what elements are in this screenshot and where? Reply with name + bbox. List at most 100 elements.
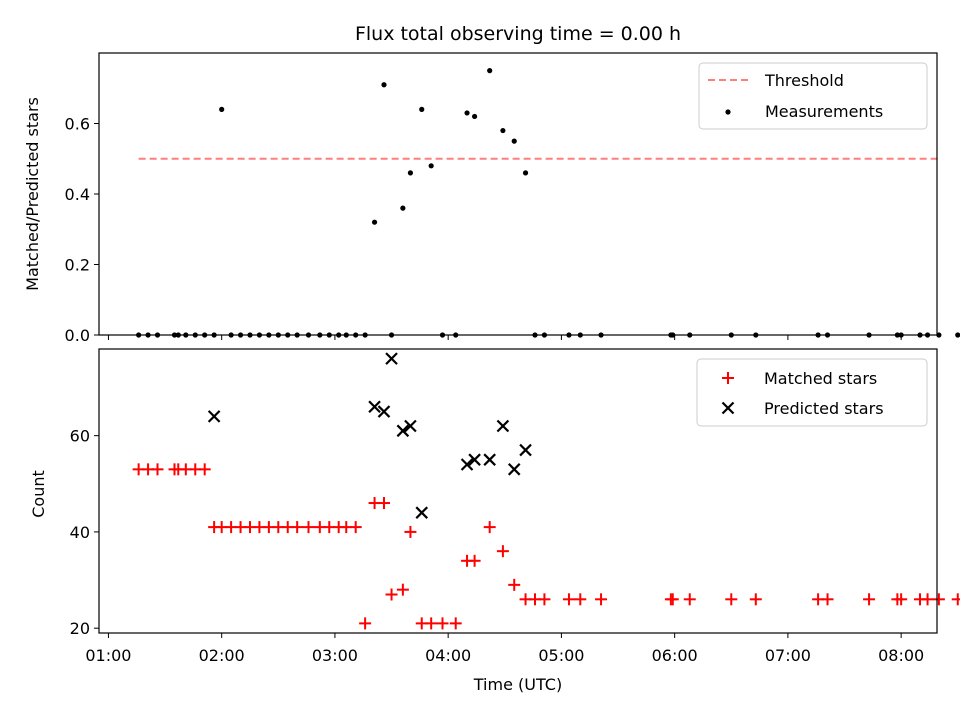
matched-star-point xyxy=(404,525,417,538)
measurement-point xyxy=(500,127,506,134)
x-stroke-b xyxy=(460,458,474,471)
x-axis-label: Time (UTC) xyxy=(473,675,562,694)
x-stroke-b xyxy=(377,405,391,418)
legend-threshold-label: Threshold xyxy=(764,71,844,90)
predicted-star-point xyxy=(207,410,221,423)
top-y-axis-label: Matched/Predicted stars xyxy=(23,97,42,291)
predicted-star-point xyxy=(460,458,474,471)
predicted-star-point xyxy=(396,424,410,438)
measurement-point xyxy=(419,106,425,112)
x-stroke-b xyxy=(368,400,381,414)
matched-star-point xyxy=(468,554,481,567)
bottom-y-tick-label: 40 xyxy=(70,523,90,542)
matched-star-point xyxy=(863,593,876,606)
x-tick-label: 05:00 xyxy=(538,646,584,665)
bottom-y-tick-label: 60 xyxy=(70,427,90,446)
measurement-point xyxy=(407,170,414,176)
measurement-point xyxy=(219,106,225,112)
predicted-star-point xyxy=(507,463,521,476)
bottom-y-axis-label: Count xyxy=(29,470,48,518)
predicted-star-point xyxy=(385,352,398,365)
matched-star-point xyxy=(574,593,587,606)
predicted-star-point xyxy=(468,453,481,466)
matched-star-point xyxy=(291,521,304,534)
x-stroke-b xyxy=(415,506,429,519)
x-stroke-b xyxy=(483,453,496,466)
measurement-point xyxy=(428,163,434,169)
legend-predicted-swatch xyxy=(721,401,735,415)
predicted-star-point xyxy=(368,400,381,414)
top-y-tick-label: 0.4 xyxy=(65,185,90,204)
matched-star-point xyxy=(377,497,390,510)
matched-star-point xyxy=(302,521,315,534)
x-stroke-b xyxy=(385,352,398,365)
measurement-point xyxy=(522,170,529,176)
bottom-legend: Matched stars Predicted stars xyxy=(696,358,928,427)
predicted-star-point xyxy=(496,419,510,433)
top-plot-frame xyxy=(98,52,938,336)
x-stroke-b xyxy=(496,419,510,433)
top-legend-box xyxy=(698,62,928,130)
predicted-star-point xyxy=(377,405,391,418)
legend-markers xyxy=(721,372,735,415)
matched-star-point xyxy=(483,521,496,534)
measurement-point xyxy=(511,138,517,144)
x-stroke-b xyxy=(721,401,735,415)
measurement-point xyxy=(471,113,478,120)
matched-star-point xyxy=(562,593,575,606)
legend-matched-label: Matched stars xyxy=(764,369,877,388)
matched-star-point xyxy=(151,463,164,476)
matched-star-point xyxy=(749,593,762,606)
measurement-point xyxy=(955,332,960,338)
top-y-tick-label: 0.2 xyxy=(65,256,90,275)
x-tick-label: 06:00 xyxy=(652,646,698,665)
bottom-plot-frame xyxy=(98,348,938,634)
matched-star-point xyxy=(666,593,679,606)
legend-measurements-label: Measurements xyxy=(765,102,883,121)
x-stroke-b xyxy=(519,443,532,457)
predicted-star-point xyxy=(483,453,496,466)
matched-star-point xyxy=(436,617,449,630)
measurement-point xyxy=(487,68,493,74)
matched-star-point xyxy=(496,545,509,558)
legend-matched-swatch xyxy=(722,372,734,384)
matched-star-point xyxy=(425,617,438,630)
measurement-point xyxy=(464,110,470,116)
x-stroke-b xyxy=(396,424,410,438)
matched-star-point xyxy=(198,463,211,476)
legend-predicted-label: Predicted stars xyxy=(764,399,884,418)
chart-title: Flux total observing time = 0.00 h xyxy=(355,23,681,45)
matched-star-point xyxy=(508,578,521,591)
predicted-star-point xyxy=(415,506,429,519)
matched-star-point xyxy=(538,593,551,606)
matched-star-point xyxy=(359,617,372,630)
measurement-point xyxy=(400,205,406,211)
x-tick-label: 07:00 xyxy=(765,646,811,665)
bottom-y-tick-label: 20 xyxy=(70,619,90,638)
predicted-star-point xyxy=(404,419,417,433)
x-tick-label: 03:00 xyxy=(312,646,358,665)
legend-measurements-swatch xyxy=(725,109,731,115)
x-stroke-b xyxy=(207,410,221,423)
matched-star-point xyxy=(821,593,834,606)
predicted-star-point xyxy=(519,443,532,457)
matched-star-point xyxy=(683,593,696,606)
matched-star-point xyxy=(595,593,608,606)
matched-star-point xyxy=(932,593,945,606)
matched-star-point xyxy=(725,593,738,606)
x-tick-label: 01:00 xyxy=(85,646,131,665)
measurement-point xyxy=(371,219,378,225)
top-y-tick-label: 0.0 xyxy=(65,326,90,345)
matched-star-point xyxy=(951,593,960,606)
matched-star-point xyxy=(921,593,934,606)
x-tick-label: 02:00 xyxy=(199,646,245,665)
measurement-point xyxy=(381,82,387,88)
x-tick-label: 08:00 xyxy=(878,646,924,665)
matched-star-point xyxy=(895,593,908,606)
matched-star-point xyxy=(449,617,462,630)
bottom-panel: 20 40 60 01:00 02:00 03:00 04:00 05:00 06:00 07:0… xyxy=(70,352,960,665)
matched-star-point xyxy=(396,583,409,596)
top-legend: Threshold Measurements xyxy=(698,62,928,130)
x-stroke-b xyxy=(468,453,481,466)
